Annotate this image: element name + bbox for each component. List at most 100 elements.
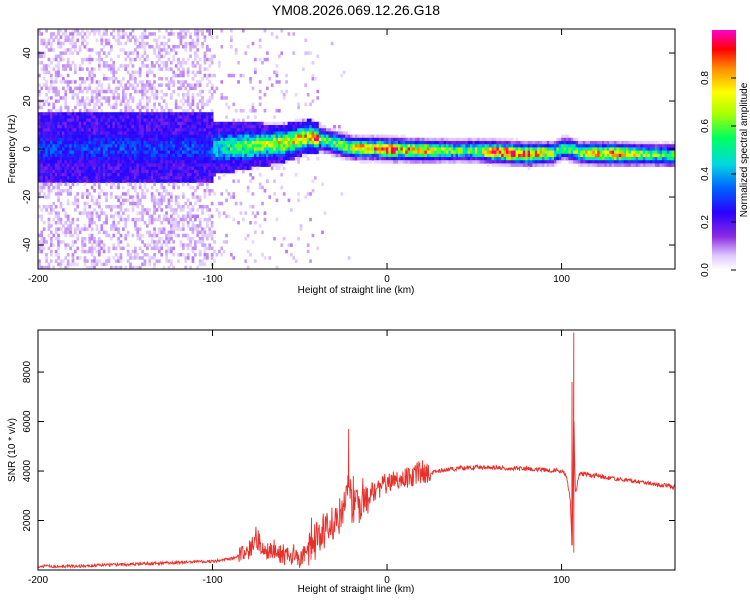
spectrogram-cell xyxy=(52,121,56,126)
spectrogram-cell xyxy=(376,157,380,161)
spectrogram-cell xyxy=(66,147,70,151)
spectrogram-cell xyxy=(196,118,200,123)
spectrogram-cell xyxy=(78,176,82,180)
spectrogram-cell xyxy=(126,176,130,180)
spectrogram-cell xyxy=(174,118,178,123)
spectrogram-cell xyxy=(78,134,82,139)
spectrogram-cell xyxy=(78,157,82,161)
spectrogram-cell xyxy=(450,160,454,164)
spectrogram-cell xyxy=(179,80,183,84)
spectrogram-cell xyxy=(179,112,183,116)
spectrogram-cell xyxy=(434,160,437,164)
spectrogram-cell xyxy=(206,29,209,33)
spectrogram-cell xyxy=(47,157,51,161)
spectrogram-cell xyxy=(225,169,228,174)
spectrogram-cell xyxy=(302,121,305,126)
spectrogram-cell xyxy=(148,67,152,71)
spectrogram-cell xyxy=(280,51,284,55)
spectrogram-cell xyxy=(258,160,262,164)
spectrogram-cell xyxy=(323,150,327,155)
spectrogram-cell xyxy=(50,153,53,158)
spectrogram-cell xyxy=(124,83,128,87)
spectrogram-cell xyxy=(239,201,243,206)
spectrogram-cell xyxy=(256,160,260,164)
spectrogram-cell xyxy=(304,141,308,145)
spectrogram-cell xyxy=(491,157,495,161)
spectrogram-cell xyxy=(158,214,161,219)
spectrogram-cell xyxy=(479,160,483,164)
spectrogram-cell xyxy=(117,259,120,263)
spectrogram-cell xyxy=(98,29,101,33)
spectrogram-cell xyxy=(93,259,96,263)
spectrogram-cell xyxy=(275,147,279,151)
spectrogram-cell xyxy=(160,112,164,116)
spectrogram-cell xyxy=(38,105,41,110)
spectrogram-cell xyxy=(210,256,214,260)
spectrogram-cell xyxy=(198,137,202,142)
spectrogram-cell xyxy=(266,179,269,183)
spectrogram-cell xyxy=(119,41,123,46)
spectrogram-cell xyxy=(287,150,291,155)
spectrogram-cell xyxy=(119,256,123,260)
spectrogram-cell xyxy=(50,73,53,78)
spectrogram-cell xyxy=(249,160,252,164)
spectrogram-cell xyxy=(100,83,104,87)
spectrogram-cell xyxy=(54,259,58,263)
spectrogram-cell xyxy=(316,121,320,126)
spectrogram-cell xyxy=(136,45,140,49)
spectrogram-cell xyxy=(95,201,99,206)
spectrogram-cell xyxy=(134,182,137,187)
spectrogram-cell xyxy=(131,86,135,91)
spectrogram-cell xyxy=(191,38,195,43)
spectrogram-cell xyxy=(90,112,94,116)
spectrogram-cell xyxy=(177,147,180,151)
spectrogram-cell xyxy=(371,134,375,139)
spectrogram-cell xyxy=(124,160,128,164)
spectrogram-cell xyxy=(338,125,341,129)
spectrogram-cell xyxy=(306,141,310,145)
spectrogram-cell xyxy=(206,150,209,155)
spectrogram-cell xyxy=(213,147,216,151)
spectrogram-cell xyxy=(494,147,497,151)
spectrogram-cell xyxy=(165,259,168,263)
spectrogram-cell xyxy=(62,240,65,244)
spectrogram-cell xyxy=(76,246,80,251)
spectrogram-cell xyxy=(66,64,70,68)
spectrogram-cell xyxy=(246,189,250,193)
spectrogram-cell xyxy=(544,147,548,151)
spectrogram-cell xyxy=(230,195,233,199)
spectrogram-cell xyxy=(95,29,99,33)
spectrogram-cell xyxy=(69,157,72,161)
spectrogram-cell xyxy=(179,205,183,209)
spectrogram-cell xyxy=(520,144,524,148)
spectrogram-cell xyxy=(441,157,444,161)
spectrogram-cell xyxy=(102,141,106,145)
spectrogram-cell xyxy=(261,269,264,273)
spectrogram-cell xyxy=(227,131,231,135)
spectrogram-cell xyxy=(57,195,60,199)
spectrogram-cell xyxy=(177,118,180,123)
spectrogram-cell xyxy=(410,153,413,158)
spectrogram-cell xyxy=(198,131,202,135)
spectrogram-cell xyxy=(98,32,101,36)
spectrogram-cell xyxy=(153,179,156,183)
spectrogram-cell xyxy=(261,153,264,158)
spectrogram-cell xyxy=(126,51,130,55)
spectrogram-cell xyxy=(282,137,286,142)
spectrogram-cell xyxy=(198,163,202,167)
spectrogram-cell xyxy=(318,125,322,129)
spectrogram-cell xyxy=(321,131,324,135)
spectrogram-cell xyxy=(244,259,248,263)
spectrogram-cell xyxy=(184,166,188,171)
spectrogram-cell xyxy=(136,217,140,222)
spectrogram-cell xyxy=(172,227,176,231)
spectrogram-cell xyxy=(285,249,288,254)
spectrogram-cell xyxy=(141,137,144,142)
spectrogram-cell xyxy=(117,141,120,145)
spectrogram-cell xyxy=(306,144,310,148)
spectrogram-cell xyxy=(215,166,219,171)
spectrogram-cell xyxy=(294,137,298,142)
spectrogram-cell xyxy=(196,48,200,52)
spectrogram-cell xyxy=(76,169,80,174)
spectrogram-cell xyxy=(201,176,204,180)
